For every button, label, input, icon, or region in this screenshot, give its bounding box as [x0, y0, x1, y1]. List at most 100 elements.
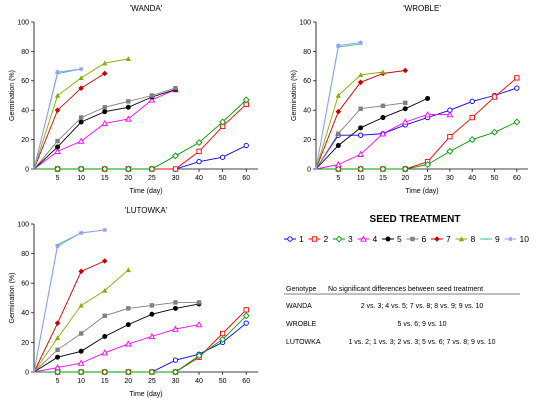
data-point	[219, 330, 226, 337]
data-point	[334, 161, 342, 168]
series-line	[315, 71, 383, 170]
data-point	[172, 368, 179, 376]
y-tick-label: 40	[303, 108, 311, 115]
data-point	[380, 103, 386, 108]
series-line	[315, 97, 428, 170]
data-point	[172, 357, 179, 363]
data-point	[55, 244, 60, 249]
legend-marker	[410, 236, 415, 242]
y-tick-label: 20	[21, 137, 29, 144]
data-point	[78, 75, 84, 81]
data-point	[101, 258, 108, 264]
legend-item: 8	[455, 234, 476, 244]
series-line	[316, 121, 517, 170]
data-point	[196, 148, 202, 155]
significance-table: Genotype No significant differences betw…	[284, 286, 520, 346]
data-point	[172, 152, 179, 160]
series-10	[315, 40, 363, 170]
data-point	[173, 300, 178, 305]
x-tick-label: 15	[101, 175, 109, 182]
data-point	[491, 128, 498, 136]
table-row-genotype: WANDA	[286, 303, 312, 310]
series-line	[34, 322, 247, 373]
data-point	[125, 56, 131, 61]
series-8	[33, 267, 131, 373]
data-point	[101, 368, 109, 376]
series-2	[316, 75, 520, 172]
data-point	[54, 335, 61, 341]
x-tick-label: 25	[148, 378, 156, 385]
table-row-genotype: LUTOWKA	[286, 339, 321, 346]
data-point	[78, 66, 84, 72]
data-point	[55, 144, 61, 150]
x-tick-label: 5	[336, 175, 340, 182]
data-point	[358, 106, 363, 111]
data-point	[403, 100, 408, 106]
series-6	[33, 300, 202, 373]
data-point	[357, 79, 364, 86]
y-tick-label: 80	[21, 49, 29, 56]
data-point	[148, 165, 156, 173]
y-tick-label: 60	[303, 78, 311, 85]
data-point	[101, 349, 109, 356]
x-tick-label: 5	[56, 378, 60, 385]
data-point	[148, 96, 156, 103]
data-point	[380, 69, 386, 75]
y-tick-label: 20	[303, 137, 311, 144]
data-point	[102, 313, 107, 318]
y-axis-label: Germination (%)	[9, 70, 16, 121]
data-point	[124, 368, 132, 376]
chart-title: 'WANDA'	[130, 4, 163, 13]
table-row-note: 1 vs. 2; 1 vs. 3; 2 vs. 3; 5 vs. 6; 7 vs…	[348, 339, 495, 346]
table-header-genotype: Genotype	[286, 286, 316, 293]
series-4	[315, 111, 454, 170]
data-point	[55, 69, 60, 75]
data-point	[219, 336, 227, 343]
data-point	[55, 138, 60, 144]
data-point	[242, 96, 250, 104]
series-line	[33, 269, 129, 373]
y-tick-label: 60	[21, 78, 29, 85]
data-point	[77, 137, 85, 144]
data-point	[335, 92, 341, 98]
data-point	[402, 106, 408, 112]
data-point	[446, 147, 454, 155]
data-point	[77, 165, 85, 173]
chart-panel: 'WROBLE' 0 20 40 60 80 100 5 10 15 20 25 30 40 50 60 Tim…	[291, 4, 528, 195]
data-point	[77, 359, 85, 366]
data-point	[77, 368, 85, 376]
y-tick-label: 0	[25, 166, 29, 173]
data-point	[172, 305, 178, 311]
data-point	[335, 142, 341, 148]
series-6	[33, 85, 178, 170]
legend-item: 5	[382, 234, 402, 244]
series-line	[315, 87, 517, 170]
data-point	[54, 92, 61, 98]
legend-label: 1	[299, 234, 304, 244]
data-point	[54, 368, 62, 376]
data-point	[125, 322, 131, 328]
data-point	[514, 75, 520, 81]
series-line	[33, 87, 176, 170]
data-point	[149, 93, 155, 98]
data-point	[195, 139, 203, 146]
x-axis-label: Time (day)	[129, 188, 162, 195]
y-tick-label: 40	[21, 108, 29, 115]
x-tick-label: 40	[195, 175, 203, 182]
data-point	[102, 105, 107, 110]
data-point	[468, 136, 476, 144]
series-line	[316, 77, 518, 170]
series-line	[33, 301, 200, 373]
data-point	[196, 158, 202, 165]
data-point	[357, 132, 364, 138]
data-point	[243, 320, 249, 326]
x-tick-label: 20	[124, 378, 132, 385]
data-point	[357, 165, 365, 173]
data-point	[101, 70, 108, 77]
x-tick-label: 60	[242, 378, 250, 385]
data-point	[379, 165, 387, 173]
table-header-note: No significant differences between seed …	[328, 286, 483, 293]
series-10	[33, 66, 84, 170]
x-tick-label: 10	[77, 175, 85, 182]
data-point	[78, 302, 84, 308]
